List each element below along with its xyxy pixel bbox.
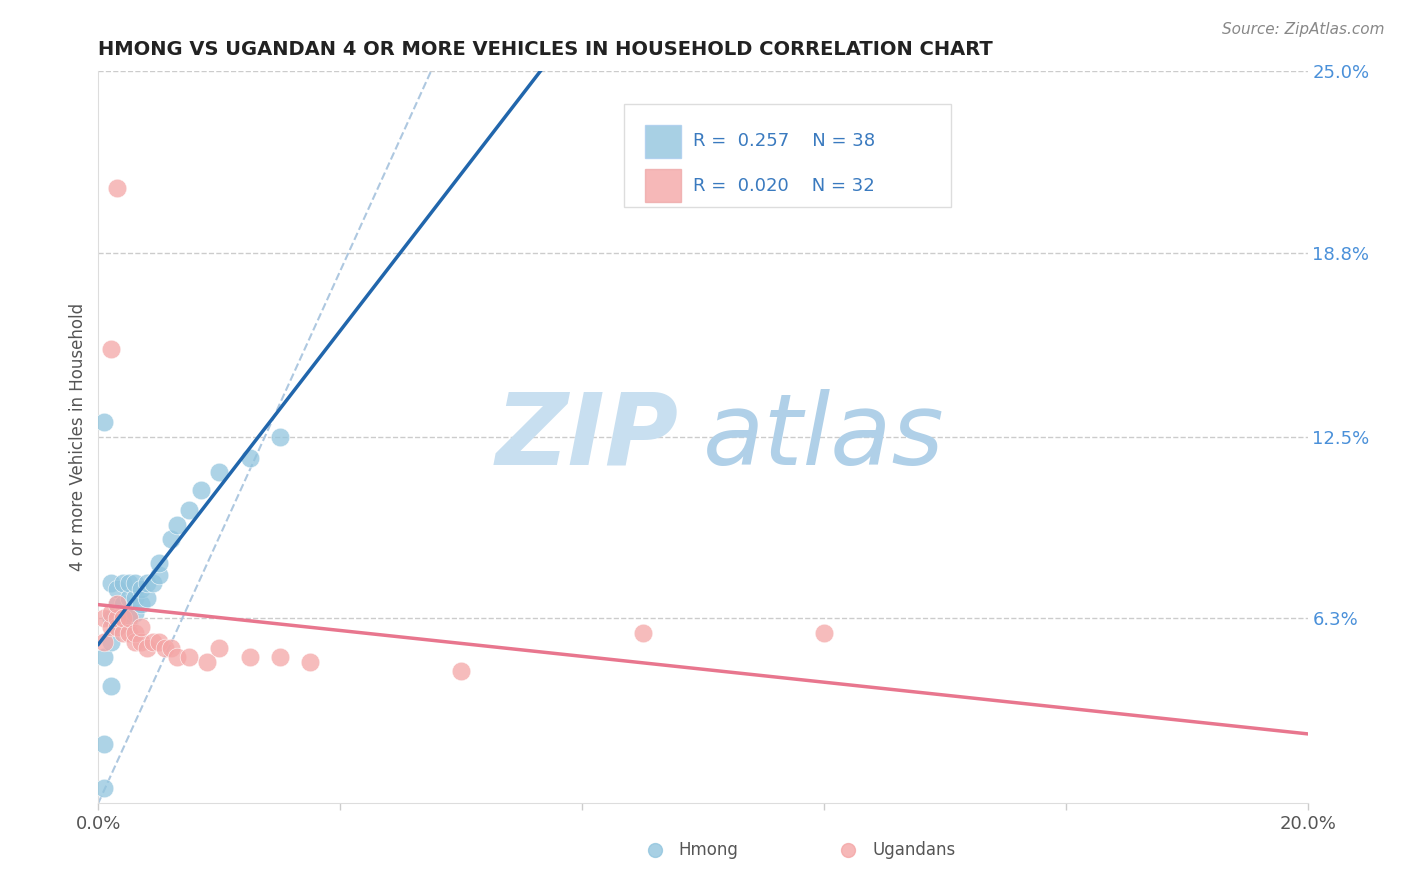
Text: Hmong: Hmong (679, 841, 738, 859)
Point (105, 615, 128, 629)
Point (124, 591, 146, 605)
Point (118, 615, 141, 629)
Point (111, 576, 134, 591)
Point (93, 649, 115, 664)
Point (190, 483, 212, 497)
Point (135, 576, 157, 591)
Point (129, 635, 152, 649)
FancyBboxPatch shape (624, 104, 950, 207)
Point (93, 781, 115, 796)
Bar (645, 125, 682, 158)
Point (105, 597, 128, 611)
Point (269, 649, 291, 664)
Text: atlas: atlas (703, 389, 945, 485)
Point (135, 640, 157, 655)
Point (105, 620, 128, 634)
Point (105, 620, 128, 634)
Point (100, 620, 122, 634)
Point (631, 626, 654, 640)
Point (100, 606, 122, 620)
Point (148, 635, 170, 649)
Point (105, 597, 128, 611)
Point (93, 416, 115, 430)
Point (100, 576, 122, 591)
Point (239, 649, 262, 664)
Text: Source: ZipAtlas.com: Source: ZipAtlas.com (1222, 22, 1385, 37)
Point (93, 737, 115, 751)
Text: ZIP: ZIP (496, 389, 679, 485)
Point (160, 533, 183, 547)
Point (118, 611, 141, 625)
Text: R =  0.020    N = 32: R = 0.020 N = 32 (693, 177, 875, 195)
Point (129, 620, 152, 634)
Point (100, 611, 122, 625)
Point (148, 556, 170, 570)
Point (100, 343, 122, 357)
Point (450, 664, 472, 678)
Text: Ugandans: Ugandans (872, 841, 956, 859)
Point (124, 635, 146, 649)
Point (111, 611, 134, 625)
Point (124, 606, 146, 620)
Point (124, 626, 146, 640)
Point (111, 597, 134, 611)
Point (105, 181, 128, 195)
Point (166, 649, 188, 664)
Point (195, 656, 218, 670)
Point (105, 611, 128, 625)
Point (142, 635, 165, 649)
Point (179, 503, 201, 517)
Point (111, 606, 134, 620)
Point (148, 567, 170, 582)
Point (179, 649, 201, 664)
Point (129, 597, 152, 611)
Point (105, 582, 128, 597)
Point (208, 640, 231, 655)
Point (153, 640, 176, 655)
Point (239, 450, 262, 465)
Point (93, 635, 115, 649)
Point (111, 611, 134, 625)
Point (142, 576, 165, 591)
Point (93, 611, 115, 625)
Point (124, 576, 146, 591)
Point (208, 465, 231, 479)
Point (111, 626, 134, 640)
Point (118, 576, 141, 591)
Point (813, 626, 835, 640)
Text: R =  0.257    N = 38: R = 0.257 N = 38 (693, 132, 876, 150)
Point (160, 640, 183, 655)
Point (299, 656, 322, 670)
Point (135, 591, 157, 605)
Point (118, 591, 141, 605)
Point (100, 679, 122, 693)
Y-axis label: 4 or more Vehicles in Household: 4 or more Vehicles in Household (69, 303, 87, 571)
Point (269, 430, 291, 444)
Point (166, 517, 188, 532)
Point (118, 606, 141, 620)
Point (118, 626, 141, 640)
Point (100, 635, 122, 649)
Point (105, 606, 128, 620)
Text: HMONG VS UGANDAN 4 OR MORE VEHICLES IN HOUSEHOLD CORRELATION CHART: HMONG VS UGANDAN 4 OR MORE VEHICLES IN H… (98, 39, 993, 59)
Bar (645, 169, 682, 202)
Point (129, 582, 152, 597)
